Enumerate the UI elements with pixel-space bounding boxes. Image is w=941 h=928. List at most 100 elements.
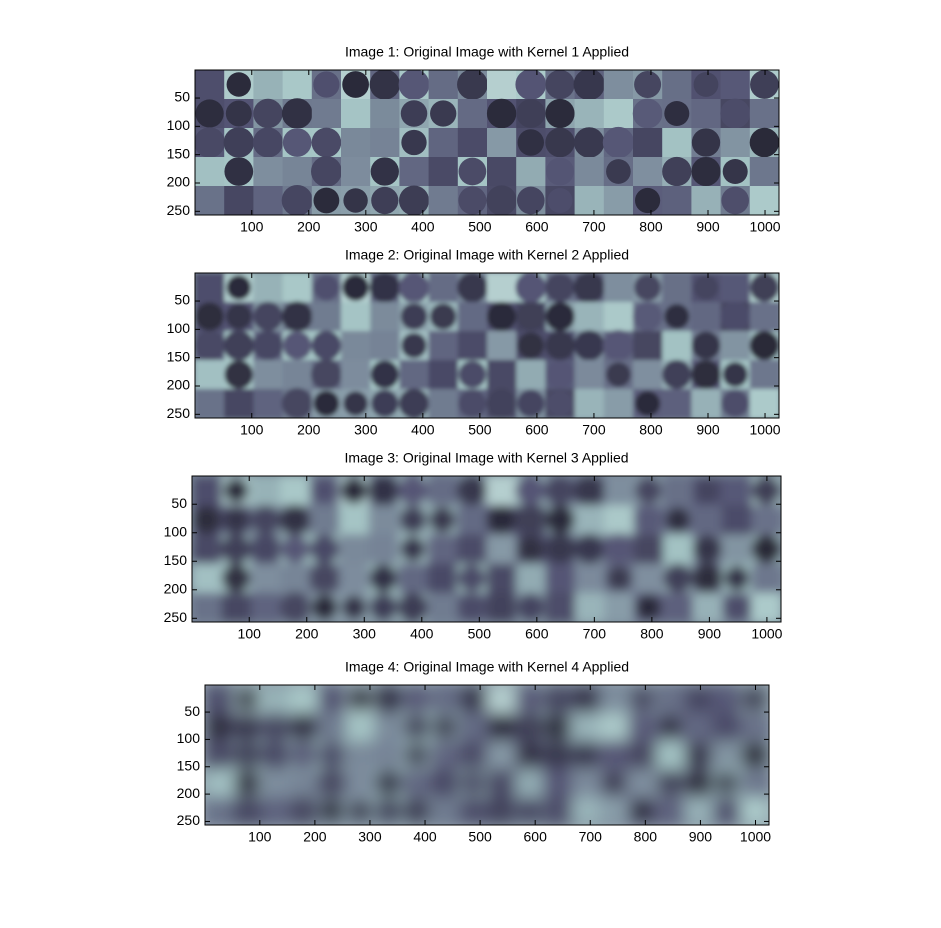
field-circle [459,769,487,797]
field-circle [398,273,430,303]
field [399,157,430,187]
field [662,273,692,303]
field [749,389,779,418]
y-tick-label: 50 [184,703,200,719]
field-circle [253,98,283,129]
field-circle [311,330,342,361]
x-tick-label: 500 [468,829,492,845]
field [374,713,403,742]
field-circle [574,533,605,565]
field-circle [343,188,368,213]
image-content [205,685,769,825]
field-circle [225,100,252,127]
field [740,797,769,825]
field [341,99,371,129]
x-tick-label: 200 [297,219,321,235]
field [487,769,516,798]
y-tick-label: 100 [177,730,201,746]
field [662,186,692,215]
field-circle [369,273,400,303]
field-circle [343,391,368,416]
field [309,505,340,535]
field [253,273,284,303]
field-circle [205,740,234,770]
field-circle [517,332,544,359]
field-circle [401,332,427,359]
field-circle [371,186,399,215]
field-circle [514,685,545,714]
field-circle [602,329,635,362]
field [720,128,751,158]
field-circle [398,388,430,418]
image [192,476,781,622]
field [346,713,375,742]
field [430,685,460,714]
field [487,331,517,361]
field [749,186,779,215]
field-circle [684,741,713,769]
field [457,99,488,129]
field [749,157,779,187]
field [656,797,685,825]
y-tick-label: 250 [167,202,191,218]
field [289,685,319,714]
x-tick-label: 500 [468,219,492,235]
field [515,769,544,798]
field-circle [721,186,749,215]
field-circle [252,330,284,361]
field [205,685,234,714]
field [457,128,488,158]
field [195,273,225,303]
y-tick-label: 200 [167,174,191,190]
field-circle [517,129,544,156]
image-content [192,476,781,622]
field [684,713,714,742]
field [599,685,629,714]
x-tick-label: 100 [238,626,262,642]
field [487,685,516,714]
field [663,592,694,622]
field-circle [721,504,752,535]
field-circle [280,534,310,564]
field-circle [281,184,313,215]
field-circle [545,98,575,129]
field [574,563,605,594]
field [430,769,460,798]
field-circle [429,506,456,534]
x-tick-label: 200 [303,829,327,845]
field-circle [516,389,545,418]
field [603,99,634,129]
field-circle [543,712,572,742]
field-circle [313,274,340,301]
field [427,476,458,506]
field [487,70,517,100]
field-circle [544,769,571,797]
field-circle [250,504,281,535]
x-tick-label: 300 [358,829,382,845]
field-circle [546,157,574,186]
field-circle [370,360,399,389]
field [604,505,635,535]
field [195,186,225,215]
field [430,741,460,770]
field [603,70,634,100]
field [398,563,429,594]
field [428,157,459,187]
field-circle [664,100,690,127]
field-circle [319,686,345,712]
x-tick-label: 700 [579,829,603,845]
field-circle [486,712,516,742]
field [720,70,751,100]
field-circle [740,740,769,770]
field-circle [195,302,224,331]
field-circle [309,534,340,564]
field [691,389,722,418]
x-tick-label: 600 [525,219,549,235]
field [250,476,281,506]
field-circle [313,71,340,98]
y-tick-label: 250 [167,405,191,421]
x-tick-label: 800 [640,626,664,642]
field-circle [516,593,545,622]
field [740,769,769,798]
field-circle [635,390,661,417]
